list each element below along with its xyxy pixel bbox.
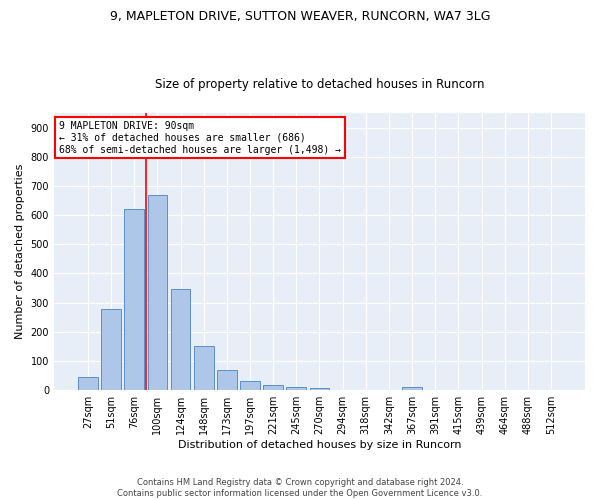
Bar [148,194,167,390]
Text: Contains HM Land Registry data © Crown copyright and database right 2024.
Contai: Contains HM Land Registry data © Crown c… [118,478,482,498]
Bar [217,370,236,390]
Text: 9, MAPLETON DRIVE, SUTTON WEAVER, RUNCORN, WA7 3LG: 9, MAPLETON DRIVE, SUTTON WEAVER, RUNCOR… [110,10,490,23]
Bar [263,385,283,390]
Bar [310,388,329,390]
Bar [194,346,214,390]
Bar [286,387,306,390]
Text: 9 MAPLETON DRIVE: 90sqm
← 31% of detached houses are smaller (686)
68% of semi-d: 9 MAPLETON DRIVE: 90sqm ← 31% of detache… [59,122,341,154]
X-axis label: Distribution of detached houses by size in Runcorn: Distribution of detached houses by size … [178,440,461,450]
Bar [101,308,121,390]
Bar [78,377,98,390]
Bar [124,210,144,390]
Y-axis label: Number of detached properties: Number of detached properties [15,164,25,340]
Bar [240,381,260,390]
Title: Size of property relative to detached houses in Runcorn: Size of property relative to detached ho… [155,78,484,91]
Bar [170,289,190,390]
Bar [402,388,422,390]
